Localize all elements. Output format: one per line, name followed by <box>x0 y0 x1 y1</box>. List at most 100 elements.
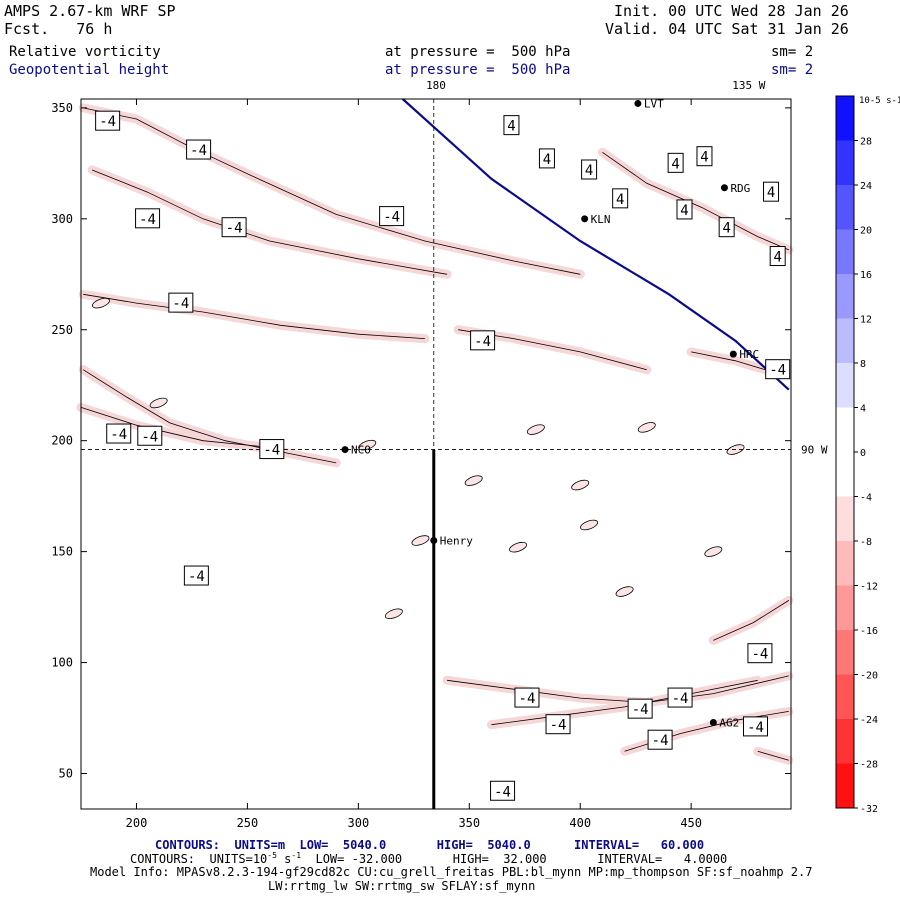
colorbar-segment <box>836 630 854 675</box>
contour-label: -4 <box>99 114 116 130</box>
y-tick-label: 200 <box>51 434 73 448</box>
colorbar: 28 24 20 16 12 8 4 0 -4 -8 -12 -16 -20 -24 -28 -32 10-5 … <box>835 95 900 815</box>
contour-label-box <box>379 206 405 227</box>
vorticity-cell-10 <box>526 424 545 435</box>
footer-vort-exp: -5 <box>267 851 277 860</box>
contour-label: 4 <box>585 163 593 179</box>
contour-label: 4 <box>671 156 679 172</box>
colorbar-segment <box>836 541 854 586</box>
vorticity-contour-11 <box>713 600 790 641</box>
footer-height-contours: CONTOURS: UNITS=m LOW= 5040.0 HIGH= 5040… <box>155 838 705 852</box>
contour-label: -4 <box>139 212 156 228</box>
y-tick-label: 300 <box>51 212 73 226</box>
vorticity-contours <box>80 107 790 761</box>
field2-level: at pressure = 500 hPa <box>385 62 571 78</box>
x-tick-label: 450 <box>680 816 702 830</box>
station-marker <box>720 184 728 192</box>
colorbar-tick-label: 12 <box>860 315 872 326</box>
contour-label: 4 <box>680 203 688 219</box>
contour-label: 4 <box>700 150 708 166</box>
field1-level: at pressure = 500 hPa <box>385 44 571 60</box>
contour-label-box <box>718 217 735 238</box>
plot-frame <box>80 98 792 810</box>
vorticity-cell-6 <box>384 608 403 620</box>
colorbar-tick-label: 20 <box>860 226 872 237</box>
colorbar-tick-label: 24 <box>860 181 872 192</box>
station-marker <box>729 350 737 358</box>
contour-label: -4 <box>172 296 189 312</box>
contour-label-box <box>538 148 555 169</box>
colorbar-tick-label: -20 <box>860 671 878 682</box>
contour-label: 4 <box>767 185 775 201</box>
contour-label-box <box>470 330 496 351</box>
contour-label: 4 <box>773 250 781 266</box>
colorbar-tick-label: 16 <box>860 270 872 281</box>
colorbar-tick-label: -28 <box>860 760 878 771</box>
init-time: Init. 00 UTC Wed 28 Jan 26 <box>614 2 849 20</box>
footer-vort-prefix: CONTOURS: UNITS=10 <box>130 852 268 866</box>
contour-label: -4 <box>550 718 567 734</box>
station-label: Henry <box>440 535 473 548</box>
contour-label: -4 <box>188 569 205 585</box>
colorbar-tick-label: 4 <box>860 404 866 415</box>
footer-model-info: Model Info: MPASv8.2.3-194-gf29cd82c CU:… <box>90 865 813 879</box>
height-contour-layer <box>401 98 790 391</box>
footer-vorticity-contours: CONTOURS: UNITS=10-5 s-1 LOW= -32.000 HI… <box>130 851 727 866</box>
contour-label: -4 <box>519 691 536 707</box>
contour-label-box <box>743 716 768 737</box>
station-label: KLN <box>591 213 611 226</box>
contour-label: -4 <box>110 427 127 443</box>
colorbar-tick-label: -4 <box>860 493 872 504</box>
y-tick-label: 50 <box>59 767 73 781</box>
footer-vort-exp2: -1 <box>291 851 302 860</box>
contour-label: -4 <box>474 334 491 350</box>
crosshair-layer: 180 135 W 90 W <box>81 79 828 809</box>
field2-name: Geopotential height <box>9 62 170 78</box>
station-label: HRC <box>739 348 759 361</box>
contour-label-box <box>612 188 629 209</box>
colorbar-segment <box>836 496 854 541</box>
y-tick-label: 250 <box>51 323 73 337</box>
field2-smoothing: sm= 2 <box>771 62 814 78</box>
station-label: NCO <box>351 444 371 457</box>
contour-label-box <box>514 687 540 708</box>
vorticity-cell-11 <box>580 519 599 531</box>
y-tick-label: 150 <box>51 545 73 559</box>
colorbar-tick-label: -8 <box>860 537 872 548</box>
contour-label-box <box>135 208 161 229</box>
contour-label-box <box>95 110 121 131</box>
colorbar-segment <box>836 229 854 274</box>
contour-label-box <box>168 292 194 313</box>
contour-label-box <box>667 687 693 708</box>
contour-label-box <box>183 565 209 586</box>
colorbar-segment <box>836 96 854 141</box>
lon-label: 180 <box>426 79 446 92</box>
contour-label-box <box>763 181 780 202</box>
height-contour-5040 <box>401 98 790 391</box>
field1-name: Relative vorticity <box>9 44 161 60</box>
field1-smoothing: sm= 2 <box>771 44 814 60</box>
vorticity-cell-2 <box>358 439 377 451</box>
contour-label: -4 <box>747 720 764 736</box>
vorticity-contour-9 <box>491 679 758 726</box>
colorbar-units: 10-5 s-1 <box>859 96 900 106</box>
vorticity-cell-8 <box>637 422 656 433</box>
footer-radiation: LW:rrtmg_lw SW:rrtmg_sw SFLAY:sf_mynn <box>268 879 536 893</box>
colorbar-tick-label: -24 <box>860 715 878 726</box>
contour-label: -4 <box>226 221 243 237</box>
vorticity-contour-4 <box>80 407 270 448</box>
contour-label: -4 <box>752 647 769 663</box>
vorticity-band-11 <box>708 595 794 645</box>
x-tick-label: 250 <box>237 816 259 830</box>
contour-label-box <box>747 643 773 664</box>
contour-label: 4 <box>616 192 624 208</box>
lon-label: 90 W <box>801 444 828 457</box>
contour-label-box <box>221 217 247 238</box>
x-tick-label: 350 <box>458 816 480 830</box>
colorbar-segment <box>836 585 854 630</box>
vorticity-contour-7 <box>691 351 781 375</box>
station-marker <box>341 446 349 454</box>
vorticity-contour-8 <box>447 675 789 703</box>
vorticity-contour-12 <box>757 750 789 761</box>
